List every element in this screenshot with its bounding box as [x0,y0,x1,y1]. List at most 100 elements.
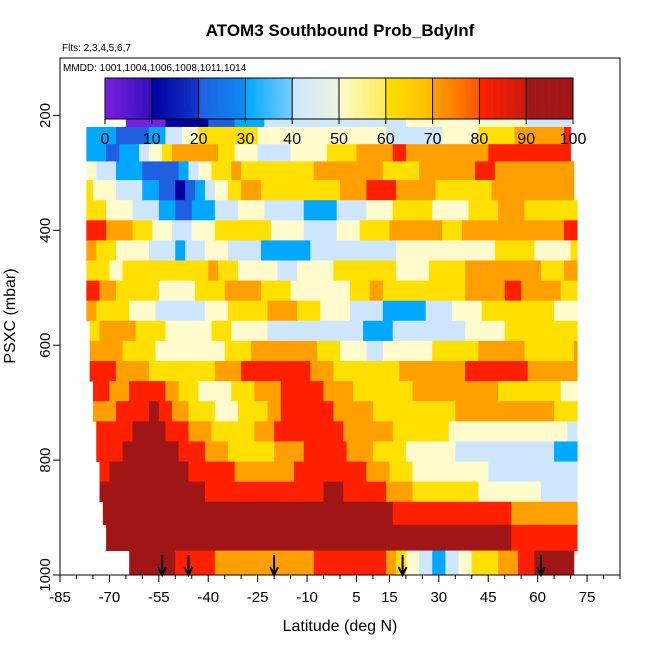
heatmap-cell [109,126,114,145]
heatmap-cell [231,461,235,483]
heatmap-cell [517,200,522,221]
heatmap-cell [504,401,509,422]
heatmap-cell [326,340,331,362]
heatmap-cell [511,300,515,322]
heatmap-cell [323,441,328,462]
heatmap-cell [570,481,575,503]
heatmap-cell [333,240,338,261]
heatmap-cell [316,421,321,442]
heatmap-cell [244,300,249,322]
heatmap-cell [379,461,384,483]
heatmap-cell [353,240,357,261]
heatmap-cell [208,180,212,201]
heatmap-cell [353,180,357,201]
heatmap-cell [527,401,532,422]
heatmap-cell [274,550,278,575]
colorbar-cell [200,78,204,119]
heatmap-cell [165,381,170,402]
heatmap-cell [152,524,156,551]
heatmap-cell [537,144,542,162]
heatmap-cell [284,220,288,241]
heatmap-cell [343,361,347,382]
heatmap-cell [415,300,420,322]
heatmap-cell [320,524,324,551]
heatmap-cell [96,144,100,162]
heatmap-cell [109,401,114,422]
heatmap-cell [247,441,252,462]
heatmap-cell [201,381,206,402]
heatmap-cell [214,340,219,362]
heatmap-cell [409,461,413,483]
heatmap-cell [267,550,272,575]
heatmap-cell [399,401,403,422]
heatmap-cell [119,180,123,201]
heatmap-row [86,280,578,302]
heatmap-cell [152,441,156,462]
heatmap-cell [92,161,97,181]
heatmap-cell [521,381,525,402]
heatmap-cell [537,180,542,201]
heatmap-cell [109,381,114,402]
heatmap-cell [438,180,443,201]
heatmap-cell [125,340,130,362]
heatmap-cell [106,180,110,201]
heatmap-cell [234,361,239,382]
heatmap-cell [573,320,578,342]
heatmap-cell [458,441,463,462]
heatmap-cell [224,524,229,551]
heatmap-cell [119,481,123,503]
heatmap-cell [494,381,499,402]
heatmap-cell [165,200,170,221]
heatmap-cell [277,441,282,462]
heatmap-cell [488,340,492,362]
heatmap-cell [527,200,532,221]
heatmap-cell [471,501,476,526]
heatmap-cell [396,161,400,181]
heatmap-cell [458,401,463,422]
heatmap-cell [475,441,479,462]
heatmap-cell [471,320,476,342]
heatmap-cell [204,361,209,382]
heatmap-cell [435,550,440,575]
heatmap-cell [168,421,173,442]
heatmap-cell [428,524,433,551]
heatmap-cell [237,481,242,503]
heatmap-cell [567,481,571,503]
heatmap-cell [409,180,413,201]
heatmap-cell [524,280,529,302]
heatmap-cell [241,421,245,442]
heatmap-cell [527,144,532,162]
heatmap-cell [264,461,268,483]
heatmap-cell [346,220,351,241]
heatmap-cell [139,361,143,382]
heatmap-cell [465,381,469,402]
heatmap-cell [412,381,417,402]
heatmap-cell [570,381,575,402]
heatmap-cell [224,421,229,442]
heatmap-cell [405,441,410,462]
heatmap-cell [372,361,377,382]
heatmap-cell [254,240,259,261]
heatmap-cell [521,300,525,322]
heatmap-cell [208,381,212,402]
heatmap-cell [340,260,344,281]
heatmap-cell [432,481,436,503]
heatmap-cell [152,200,156,221]
heatmap-cell [221,260,226,281]
heatmap-cell [402,180,407,201]
heatmap-cell [185,280,189,302]
heatmap-cell [228,441,232,462]
heatmap-cell [376,220,380,241]
heatmap-cell [353,161,357,181]
heatmap-cell [247,461,252,483]
heatmap-cell [148,260,153,281]
heatmap-cell [290,340,295,362]
heatmap-cell [550,220,555,241]
heatmap-cell [224,180,229,201]
heatmap-cell [195,161,199,181]
colorbar-cell [320,78,323,119]
heatmap-cell [465,361,469,382]
heatmap-cell [363,550,367,575]
heatmap-cell [320,126,324,145]
heatmap-cell [554,550,558,575]
